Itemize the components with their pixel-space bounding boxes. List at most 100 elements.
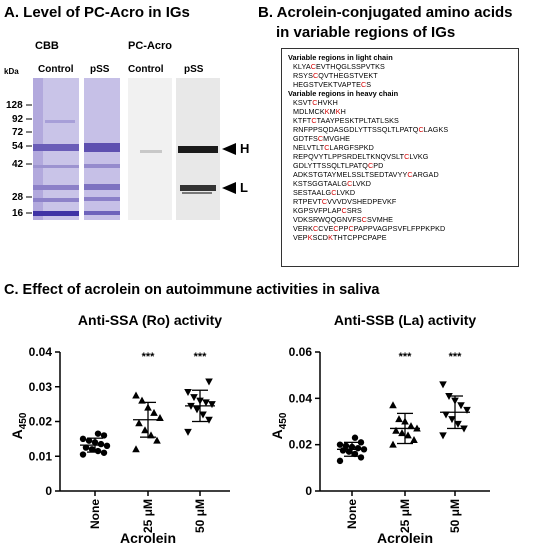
- data-point: [153, 436, 161, 444]
- cbb-label: CBB: [35, 40, 59, 52]
- data-point: [354, 444, 362, 452]
- data-point: [404, 431, 412, 439]
- chart-title: Anti-SSA (Ro) activity: [78, 312, 222, 328]
- x-tick-label: None: [88, 499, 102, 529]
- data-point: [184, 388, 192, 396]
- data-point: [345, 448, 353, 455]
- marker-92: 92: [12, 114, 24, 125]
- heavy-chain-sequence: KSTSGGTAALGCLVKD: [293, 179, 372, 188]
- x-axis-label: Acrolein: [377, 530, 433, 546]
- chart-title: Anti-SSB (La) activity: [334, 312, 477, 328]
- y-tick-label: 0.02: [289, 438, 313, 452]
- gel-images: [26, 78, 236, 220]
- data-point: [454, 420, 462, 428]
- data-point: [135, 419, 143, 427]
- heavy-chain-sequence: MDLMCKKMKH: [293, 107, 346, 116]
- data-point: [392, 426, 400, 434]
- marker-72: 72: [12, 127, 24, 138]
- data-point: [82, 444, 90, 451]
- data-point: [457, 402, 465, 410]
- heavy-arrow: [222, 143, 236, 155]
- lane-label-pss-cbb: pSS: [90, 64, 110, 75]
- data-point: [94, 430, 102, 437]
- heavy-chain-sequence: SESTAALGCLVKD: [293, 188, 356, 197]
- cbb-gel-pss: [84, 78, 120, 220]
- data-point: [407, 422, 415, 430]
- marker-42: 42: [12, 159, 24, 170]
- data-point: [85, 437, 93, 444]
- heavy-chain-sequence: GDLYTTSSQLTLPATQCPD: [293, 161, 384, 170]
- data-point: [97, 440, 105, 448]
- sequence-box: Variable regions in light chain KLYACEVT…: [281, 48, 519, 267]
- data-point: [351, 434, 359, 441]
- heavy-chain-label: H: [240, 141, 250, 156]
- heavy-chain-list: KSVTCHVKH MDLMCKKMKH KTFTCTAAYPESKTPLTATLS…: [288, 98, 512, 242]
- pcacro-gel-control: [128, 78, 172, 220]
- heavy-chain-sequence: VDKSRWQQGNVFSCSVMHE: [293, 215, 394, 224]
- lane-label-control-pcacro: Control: [128, 64, 164, 75]
- heavy-chain-sequence: ADKSTGTAYMELSSLTSEDTAVYYCARGAD: [293, 170, 439, 179]
- data-point: [100, 432, 108, 439]
- heavy-chain-sequence: KGPSVFPLAPCSRS: [293, 206, 362, 215]
- charts-area: Anti-SSA (Ro) activity00.010.020.030.04A…: [9, 312, 490, 546]
- y-tick-label: 0.01: [29, 449, 53, 463]
- light-chain-sequence: KLYACEVTHQGLSSPVTKS: [293, 62, 385, 71]
- chart-0: Anti-SSA (Ro) activity 0 0.01 0.02 0.03 0.04 A…: [9, 312, 230, 546]
- panel-b-title-line1: B. Acrolein-conjugated amino acids: [258, 4, 513, 21]
- panel-a-title: A. Level of PC-Acro in IGs: [4, 4, 190, 21]
- y-axis-label: A450: [269, 412, 289, 439]
- data-point: [94, 447, 102, 455]
- light-chain-label: L: [240, 180, 248, 195]
- kda-label: kDa: [4, 67, 19, 76]
- data-point: [202, 399, 210, 407]
- y-axis-label: A450: [9, 412, 29, 439]
- y-tick-label: 0: [45, 484, 52, 498]
- light-chain-list: KLYACEVTHQGLSSPVTKS RSYSCQVTHEGSTVEKT HEGS…: [288, 62, 512, 89]
- data-point: [193, 406, 201, 414]
- data-point: [336, 441, 344, 448]
- light-chain-sequence: RSYSCQVTHEGSTVEKT: [293, 71, 378, 80]
- x-tick-label: 50 μM: [448, 499, 462, 533]
- marker-ticks: [26, 104, 32, 214]
- y-tick-label: 0.04: [289, 391, 313, 405]
- data-point: [100, 449, 108, 456]
- y-tick-label: 0: [305, 484, 312, 498]
- y-tick-label: 0.06: [289, 345, 313, 359]
- data-point: [190, 394, 198, 402]
- y-tick-label: 0.04: [29, 345, 53, 359]
- pcacro-gel-pss: [176, 78, 220, 220]
- heavy-chain-sequence: REPQVYTLPPSRDELTKNQVSLTCLVKG: [293, 152, 429, 161]
- marker-54: 54: [12, 141, 24, 152]
- panel-c-title: C. Effect of acrolein on autoimmune acti…: [4, 282, 380, 298]
- marker-16: 16: [12, 208, 24, 219]
- lane-label-control-cbb: Control: [38, 64, 74, 75]
- data-point: [410, 436, 418, 444]
- marker-128: 128: [6, 100, 23, 111]
- light-chain-header: Variable regions in light chain: [288, 53, 393, 62]
- data-point: [199, 411, 207, 419]
- data-point: [150, 408, 158, 416]
- data-point: [342, 442, 350, 450]
- heavy-chain-sequence: VERKCCVECPPCPAPPVAGPSVFLFPPKPKD: [293, 224, 446, 233]
- heavy-chain-sequence: NELVTLTCLARGFSPKD: [293, 143, 374, 152]
- light-chain-sequence: HEGSTVEKTVAPTECS: [293, 80, 372, 89]
- data-point: [398, 429, 406, 437]
- pcacro-label: PC-Acro: [128, 40, 173, 52]
- x-axis-label: Acrolein: [120, 530, 176, 546]
- data-point: [460, 425, 468, 433]
- data-point: [448, 416, 456, 424]
- significance-label: ***: [399, 351, 413, 363]
- data-point: [351, 450, 359, 458]
- data-point: [184, 428, 192, 436]
- y-tick-label: 0.03: [29, 380, 53, 394]
- heavy-chain-header: Variable regions in heavy chain: [288, 89, 399, 98]
- heavy-chain-sequence: GDTFSCMVGHE: [293, 134, 351, 143]
- heavy-chain-sequence: RTPEVTCVVVDVSHEDPEVKF: [293, 197, 397, 206]
- data-point: [79, 435, 87, 443]
- data-point: [439, 432, 447, 440]
- data-point: [132, 445, 140, 453]
- data-point: [205, 416, 213, 424]
- heavy-chain-sequence: KTFTCTAAYPESKTPLTATLSKS: [293, 116, 399, 125]
- data-point: [463, 406, 471, 414]
- chart-1: Anti-SSB (La) activity 0 0.02 0.04 0.06 A450 N…: [269, 312, 490, 546]
